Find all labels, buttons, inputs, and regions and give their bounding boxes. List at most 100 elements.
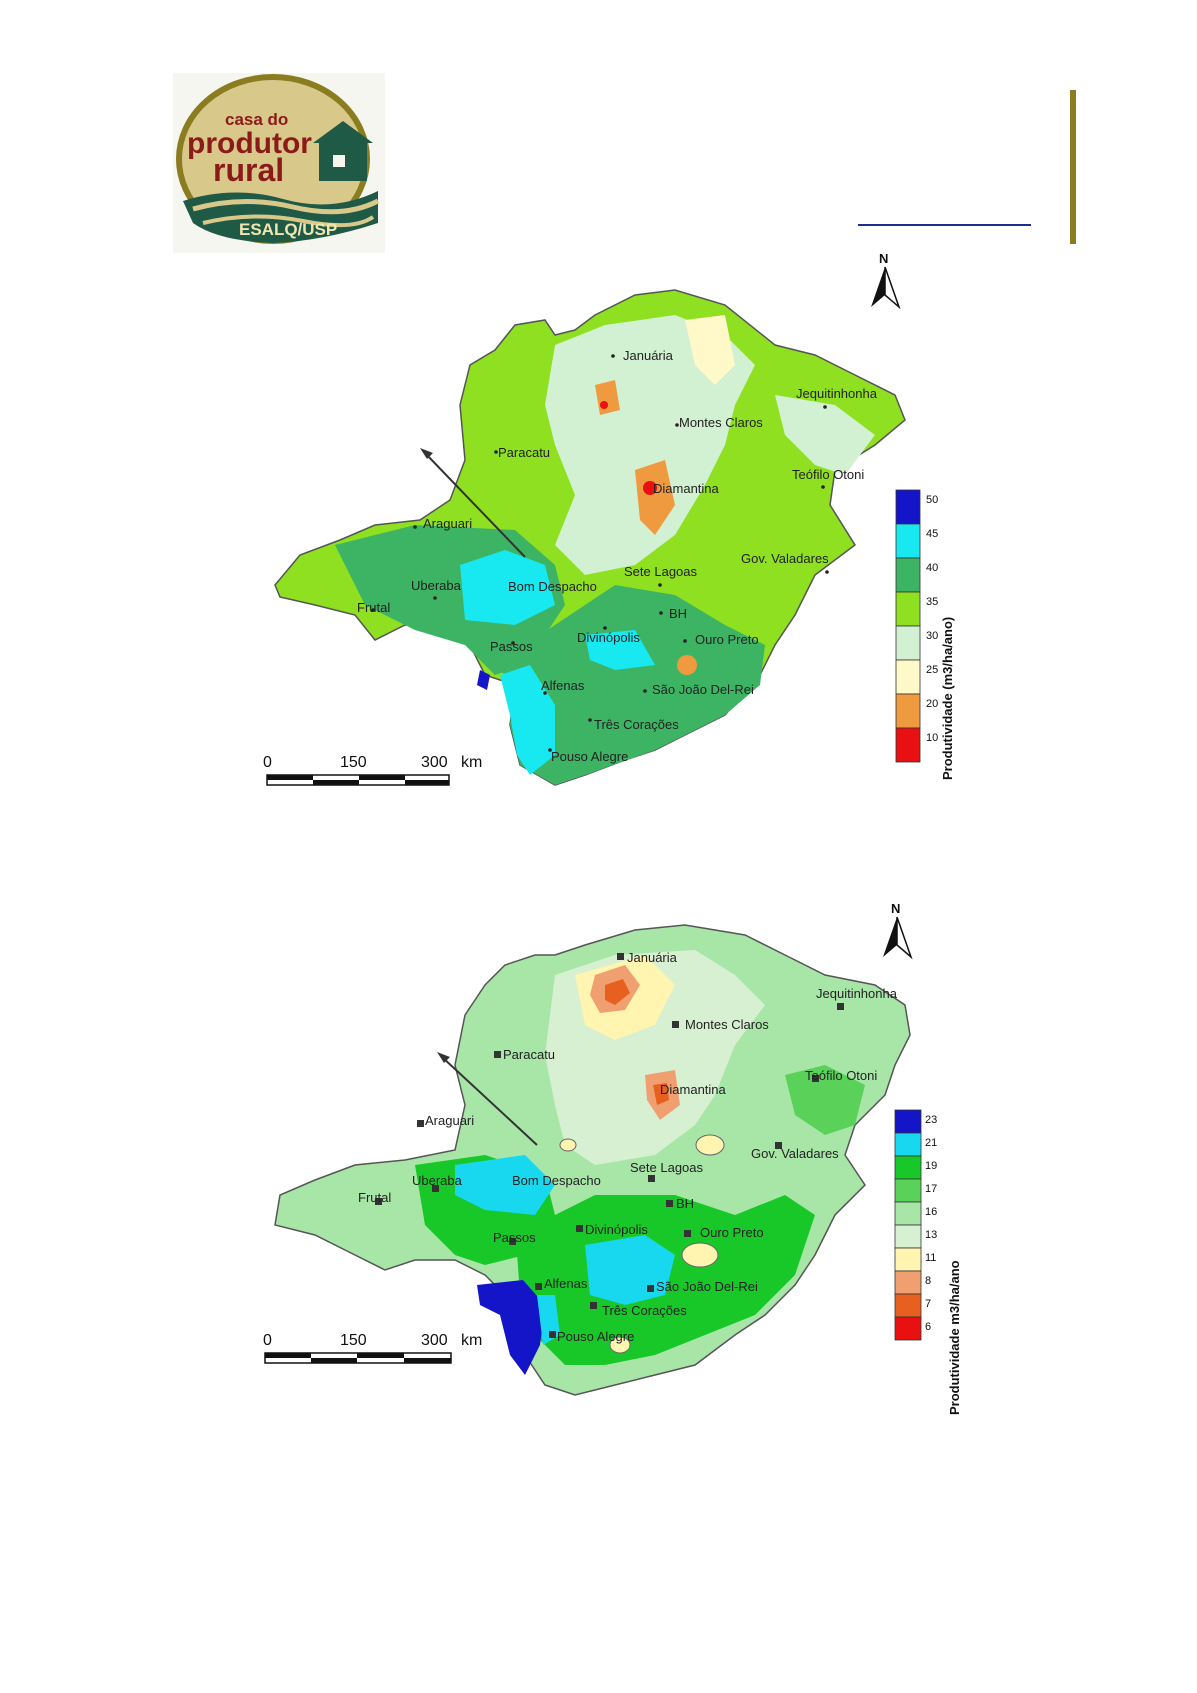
logo-line1: casa do bbox=[225, 110, 288, 129]
state-outline bbox=[274, 924, 911, 1396]
logo-line3: rural bbox=[213, 152, 284, 188]
city-gov-valadares: Gov. Valadares bbox=[751, 1146, 839, 1161]
city-tres-coracoes: Três Corações bbox=[602, 1303, 687, 1318]
legend-swatch bbox=[894, 1270, 922, 1295]
legend-value: 50 bbox=[926, 494, 938, 506]
city-jequitinhonha: Jequitinhonha bbox=[796, 386, 878, 401]
legend-value: 35 bbox=[926, 596, 938, 608]
header-vertical-rule bbox=[1070, 90, 1076, 244]
legend-value: 7 bbox=[925, 1298, 931, 1310]
city-teofilo-otoni: Teófilo Otoni bbox=[805, 1068, 877, 1083]
legend-swatch bbox=[895, 557, 921, 593]
city-sete-lagoas: Sete Lagoas bbox=[624, 564, 698, 579]
direction-arrow bbox=[420, 448, 526, 558]
casa-do-produtor-rural-logo: casa do produtor rural ESALQ/USP bbox=[173, 73, 385, 253]
city-divinopolis: Divinópolis bbox=[577, 630, 640, 645]
city-uberaba: Uberaba bbox=[411, 578, 462, 593]
scale-bar: 0 150 300 km bbox=[263, 754, 482, 786]
north-arrow-icon: N bbox=[883, 901, 913, 960]
city-paracatu: Paracatu bbox=[498, 445, 550, 460]
legend-title: Produtividade m3/ha/ano bbox=[947, 1260, 962, 1415]
legend-swatch bbox=[895, 625, 921, 661]
legend-swatch bbox=[895, 489, 921, 525]
city-passos: Passos bbox=[493, 1230, 536, 1245]
city-divinopolis: Divinópolis bbox=[585, 1222, 648, 1237]
city-ouro-preto: Ouro Preto bbox=[700, 1225, 764, 1240]
legend-swatch bbox=[895, 727, 921, 763]
legend-value: 21 bbox=[925, 1137, 937, 1149]
logo-line2: produtor bbox=[187, 127, 312, 160]
scale-label-0: 0 bbox=[263, 1332, 272, 1349]
north-label: N bbox=[879, 251, 888, 266]
legend-swatch bbox=[894, 1155, 922, 1180]
city-montes-claros: Montes Claros bbox=[679, 415, 763, 430]
scale-label-150: 150 bbox=[340, 1332, 367, 1349]
legend-value: 17 bbox=[925, 1183, 937, 1195]
city-sao-joao-del-rei: São João Del-Rei bbox=[656, 1279, 758, 1294]
legend: Produtividade (m3/ha/ano) 50 45 40 35 30 25 20… bbox=[895, 489, 955, 780]
legend-swatch bbox=[895, 591, 921, 627]
legend-value: 8 bbox=[925, 1275, 931, 1287]
city-sete-lagoas: Sete Lagoas bbox=[630, 1160, 704, 1175]
city-pouso-alegre: Pouso Alegre bbox=[551, 749, 628, 764]
city-paracatu: Paracatu bbox=[503, 1047, 555, 1062]
scale-label-150: 150 bbox=[340, 754, 367, 771]
legend-title: Produtividade (m3/ha/ano) bbox=[940, 617, 955, 780]
city-uberaba: Uberaba bbox=[412, 1173, 463, 1188]
scale-label-unit: km bbox=[461, 754, 482, 771]
city-januaria: Januária bbox=[623, 348, 674, 363]
city-frutal: Frutal bbox=[357, 600, 390, 615]
state-outline bbox=[274, 289, 906, 786]
city-bh: BH bbox=[669, 606, 687, 621]
city-passos: Passos bbox=[490, 639, 533, 654]
legend-swatch bbox=[894, 1132, 922, 1157]
city-tres-coracoes: Três Corações bbox=[594, 717, 679, 732]
legend-value: 11 bbox=[925, 1252, 936, 1264]
legend-swatch bbox=[894, 1201, 922, 1226]
header-link-underline bbox=[858, 224, 1031, 226]
city-bom-despacho: Bom Despacho bbox=[508, 579, 597, 594]
productivity-map-1: Januária Jequitinhonha Montes Claros Par… bbox=[263, 251, 955, 786]
city-bh: BH bbox=[676, 1196, 694, 1211]
legend-value: 19 bbox=[925, 1160, 937, 1172]
scale-bar: 0 150 300 km bbox=[263, 1332, 482, 1364]
legend-value: 6 bbox=[925, 1321, 931, 1333]
city-sao-joao-del-rei: São João Del-Rei bbox=[652, 682, 754, 697]
scale-label-0: 0 bbox=[263, 754, 272, 771]
legend-swatch bbox=[894, 1224, 922, 1249]
city-diamantina: Diamantina bbox=[660, 1082, 727, 1097]
city-diamantina: Diamantina bbox=[653, 481, 720, 496]
legend-swatch bbox=[894, 1178, 922, 1203]
city-ouro-preto: Ouro Preto bbox=[695, 632, 759, 647]
legend-value: 45 bbox=[926, 528, 938, 540]
city-montes-claros: Montes Claros bbox=[685, 1017, 769, 1032]
legend-swatch bbox=[894, 1247, 922, 1272]
city-pouso-alegre: Pouso Alegre bbox=[557, 1329, 634, 1344]
scale-label-300: 300 bbox=[421, 1332, 448, 1349]
legend-value: 10 bbox=[926, 732, 938, 744]
north-arrow-icon: N bbox=[871, 251, 901, 310]
house-icon bbox=[313, 121, 373, 181]
scale-label-300: 300 bbox=[421, 754, 448, 771]
city-frutal: Frutal bbox=[358, 1190, 391, 1205]
city-alfenas: Alfenas bbox=[544, 1276, 588, 1291]
legend-value: 13 bbox=[925, 1229, 937, 1241]
city-jequitinhonha: Jequitinhonha bbox=[816, 986, 898, 1001]
legend-swatch bbox=[895, 659, 921, 695]
legend-value: 30 bbox=[926, 630, 938, 642]
legend-swatch bbox=[894, 1316, 922, 1341]
north-label: N bbox=[891, 901, 900, 916]
legend: Produtividade m3/ha/ano 23 21 19 17 16 13 11 8 7… bbox=[894, 1109, 962, 1415]
city-gov-valadares: Gov. Valadares bbox=[741, 551, 829, 566]
city-alfenas: Alfenas bbox=[541, 678, 585, 693]
legend-value: 20 bbox=[926, 698, 938, 710]
legend-swatch bbox=[895, 523, 921, 559]
direction-arrow bbox=[437, 1052, 538, 1146]
legend-swatch bbox=[895, 693, 921, 729]
city-teofilo-otoni: Teófilo Otoni bbox=[792, 467, 864, 482]
logo-line4: ESALQ/USP bbox=[239, 220, 337, 239]
scale-label-unit: km bbox=[461, 1332, 482, 1349]
city-bom-despacho: Bom Despacho bbox=[512, 1173, 601, 1188]
city-araguari: Araguari bbox=[425, 1113, 474, 1128]
city-labels: Januária Jequitinhonha Montes Claros Par… bbox=[357, 348, 878, 764]
